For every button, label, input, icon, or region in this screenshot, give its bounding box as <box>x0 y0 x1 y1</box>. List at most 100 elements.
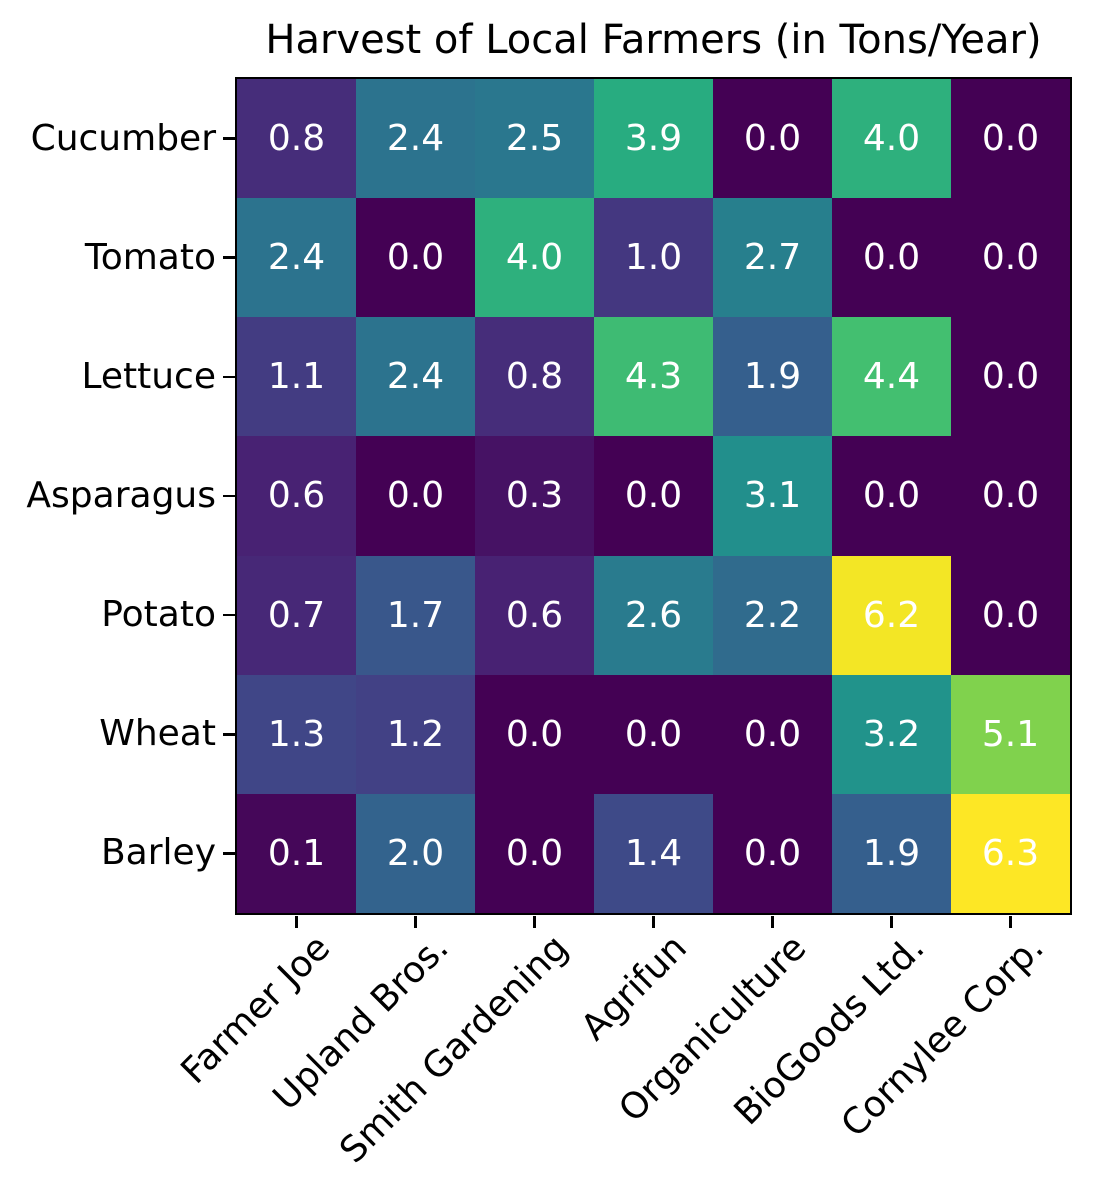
x-tick <box>890 915 893 928</box>
x-tick-label: Smith Gardening <box>331 927 576 1172</box>
y-tick-label: Potato <box>101 594 216 636</box>
cell-value-label: 4.3 <box>624 356 683 398</box>
cell-value-label: 0.0 <box>624 713 683 755</box>
cell-value-label: 0.0 <box>981 237 1040 279</box>
heatmap-cell: 0.0 <box>475 674 594 794</box>
heatmap-cell: 1.1 <box>237 317 356 437</box>
heatmap-cell: 2.5 <box>475 79 594 199</box>
cell-value-label: 0.0 <box>981 118 1040 160</box>
heatmap-cell: 1.2 <box>356 674 475 794</box>
heatmap-cell: 0.0 <box>951 317 1070 437</box>
cell-value-label: 1.9 <box>743 356 802 398</box>
heatmap-cell: 2.0 <box>356 793 475 913</box>
cell-value-label: 3.9 <box>624 118 683 160</box>
heatmap-cell: 0.0 <box>475 793 594 913</box>
heatmap-cell: 4.0 <box>832 79 951 199</box>
y-tick-label: Cucumber <box>30 117 216 159</box>
heatmap-cell: 2.7 <box>713 198 832 318</box>
y-tick-label: Wheat <box>99 713 216 755</box>
heatmap-cell: 2.4 <box>356 317 475 437</box>
x-tick <box>1009 915 1012 928</box>
y-tick <box>222 494 235 498</box>
cell-value-label: 0.8 <box>267 118 326 160</box>
cell-value-label: 1.1 <box>267 356 326 398</box>
cell-value-label: 6.2 <box>862 594 921 636</box>
x-tick-label: Cornylee Corp. <box>833 927 1052 1146</box>
heatmap-cell: 0.1 <box>237 793 356 913</box>
cell-value-label: 0.0 <box>743 118 802 160</box>
cell-value-label: 2.7 <box>743 237 802 279</box>
cell-value-label: 0.0 <box>981 356 1040 398</box>
heatmap-cell: 1.3 <box>237 674 356 794</box>
chart-title: Harvest of Local Farmers (in Tons/Year) <box>265 17 1042 63</box>
cell-value-label: 2.2 <box>743 594 802 636</box>
heatmap-cell: 6.2 <box>832 555 951 675</box>
heatmap-cell: 0.0 <box>356 436 475 556</box>
x-tick <box>533 915 536 928</box>
cell-value-label: 0.7 <box>267 594 326 636</box>
cell-value-label: 1.7 <box>386 594 445 636</box>
cell-value-label: 1.0 <box>624 237 683 279</box>
cell-value-label: 0.0 <box>862 475 921 517</box>
cell-value-label: 0.1 <box>267 832 326 874</box>
y-tick-label: Tomato <box>84 236 216 278</box>
cell-value-label: 0.3 <box>505 475 564 517</box>
cell-value-label: 3.2 <box>862 713 921 755</box>
cell-value-label: 2.4 <box>267 237 326 279</box>
heatmap-cell: 2.4 <box>356 79 475 199</box>
cell-value-label: 1.2 <box>386 713 445 755</box>
cell-value-label: 0.6 <box>267 475 326 517</box>
cell-value-label: 0.6 <box>505 594 564 636</box>
cell-value-label: 4.0 <box>505 237 564 279</box>
cell-value-label: 2.5 <box>505 118 564 160</box>
heatmap-cell: 0.0 <box>594 674 713 794</box>
y-tick-label: Lettuce <box>81 355 216 397</box>
cell-value-label: 3.1 <box>743 475 802 517</box>
cell-value-label: 2.6 <box>624 594 683 636</box>
heatmap-cell: 0.0 <box>951 555 1070 675</box>
cell-value-label: 0.0 <box>981 594 1040 636</box>
y-tick <box>222 375 235 379</box>
y-tick <box>222 256 235 259</box>
y-tick <box>222 852 235 855</box>
y-tick <box>222 613 235 617</box>
y-tick-label: Asparagus <box>26 475 216 516</box>
cell-value-label: 6.3 <box>981 832 1040 874</box>
x-tick <box>414 915 417 928</box>
cell-value-label: 0.0 <box>981 475 1040 517</box>
heatmap-cell: 0.0 <box>594 436 713 556</box>
cell-value-label: 0.0 <box>505 713 564 755</box>
cell-value-label: 0.0 <box>624 475 683 517</box>
cell-value-label: 0.8 <box>505 356 564 398</box>
heatmap-cell: 4.3 <box>594 317 713 437</box>
heatmap-plot-area: 0.8 2.4 2.5 3.9 0.0 4.0 0.0 2.4 0.0 4.0 1.0 2.7 0.0 0… <box>237 79 1070 913</box>
heatmap-cell: 0.0 <box>713 674 832 794</box>
heatmap-cell: 0.8 <box>237 79 356 199</box>
heatmap-cell: 0.0 <box>356 198 475 318</box>
cell-value-label: 4.0 <box>862 118 921 160</box>
heatmap-cell: 6.3 <box>951 793 1070 913</box>
cell-value-label: 0.0 <box>386 475 445 517</box>
heatmap-cell: 2.4 <box>237 198 356 318</box>
cell-value-label: 2.4 <box>386 118 445 160</box>
heatmap-cell: 1.9 <box>832 793 951 913</box>
cell-value-label: 1.4 <box>624 832 683 874</box>
heatmap-cell: 0.6 <box>237 436 356 556</box>
heatmap-cell: 1.9 <box>713 317 832 437</box>
y-tick-label: Barley <box>100 832 216 874</box>
heatmap-cell: 1.7 <box>356 555 475 675</box>
cell-value-label: 0.0 <box>743 832 802 874</box>
heatmap-cell: 0.6 <box>475 555 594 675</box>
heatmap-cell: 0.0 <box>951 436 1070 556</box>
x-tick <box>771 915 774 928</box>
heatmap-cell: 0.0 <box>832 198 951 318</box>
x-tick <box>652 915 655 928</box>
heatmap-cell: 5.1 <box>951 674 1070 794</box>
heatmap-cell: 0.3 <box>475 436 594 556</box>
heatmap-cell: 0.0 <box>713 793 832 913</box>
x-tick <box>295 915 298 928</box>
y-tick <box>222 733 235 736</box>
heatmap-cell: 3.1 <box>713 436 832 556</box>
heatmap-cell: 2.6 <box>594 555 713 675</box>
